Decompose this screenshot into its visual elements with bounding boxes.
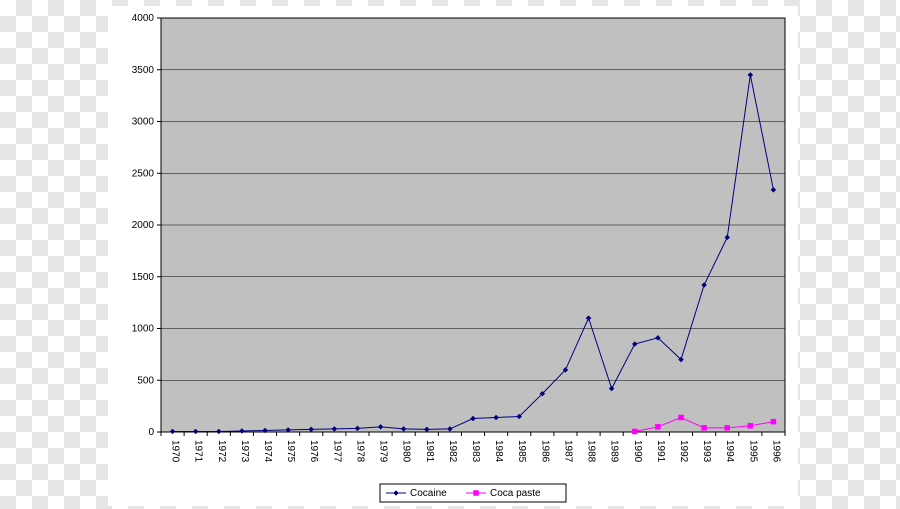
y-tick-label: 2000 xyxy=(132,220,155,231)
x-tick-label: 1970 xyxy=(170,440,181,463)
x-tick-label: 1994 xyxy=(724,440,735,463)
x-tick-label: 1980 xyxy=(401,440,412,463)
y-tick-label: 1000 xyxy=(132,324,155,335)
x-tick-label: 1975 xyxy=(285,440,296,463)
x-tick-label: 1988 xyxy=(586,440,597,463)
x-tick-label: 1971 xyxy=(193,440,204,463)
legend: Cocaine Coca paste xyxy=(380,484,566,502)
marker-square xyxy=(748,423,753,428)
x-tick-label: 1990 xyxy=(632,440,643,463)
legend-label: Coca paste xyxy=(490,488,541,499)
x-tick-label: 1972 xyxy=(216,440,227,463)
marker-square xyxy=(632,429,637,434)
x-tick-label: 1986 xyxy=(539,440,550,463)
marker-square xyxy=(771,419,776,424)
marker-square xyxy=(702,425,707,430)
x-tick-label: 1992 xyxy=(678,440,689,463)
x-tick-label: 1977 xyxy=(331,440,342,463)
x-tick-label: 1993 xyxy=(701,440,712,463)
x-tick-label: 1981 xyxy=(424,440,435,463)
x-tick-label: 1982 xyxy=(447,440,458,463)
x-tick-label: 1976 xyxy=(308,440,319,463)
x-tick-label: 1989 xyxy=(609,440,620,463)
x-tick-label: 1984 xyxy=(493,440,504,463)
x-tick-label: 1983 xyxy=(470,440,481,463)
x-tick-label: 1996 xyxy=(770,440,781,463)
x-tick-label: 1985 xyxy=(516,440,527,463)
x-tick-label: 1995 xyxy=(747,440,758,463)
marker-square xyxy=(655,424,660,429)
x-tick-label: 1991 xyxy=(655,440,666,463)
y-tick-label: 3000 xyxy=(132,117,155,128)
x-tick-label: 1973 xyxy=(239,440,250,463)
marker-square xyxy=(474,491,479,496)
x-tick-label: 1978 xyxy=(354,440,365,463)
line-chart: 0 500 1000 1500 2000 2500 3000 3500 4000 1970 1971… xyxy=(0,0,900,509)
x-tick-label: 1979 xyxy=(378,440,389,463)
x-tick-label: 1974 xyxy=(262,440,273,463)
legend-label: Cocaine xyxy=(410,488,447,499)
y-tick-label: 0 xyxy=(148,427,154,438)
marker-square xyxy=(725,425,730,430)
y-tick-label: 3500 xyxy=(132,65,155,76)
y-tick-label: 4000 xyxy=(132,13,155,24)
x-tick-label: 1987 xyxy=(562,440,573,463)
y-tick-label: 1500 xyxy=(132,272,155,283)
y-tick-label: 2500 xyxy=(132,168,155,179)
y-tick-label: 500 xyxy=(137,375,154,386)
marker-square xyxy=(679,415,684,420)
